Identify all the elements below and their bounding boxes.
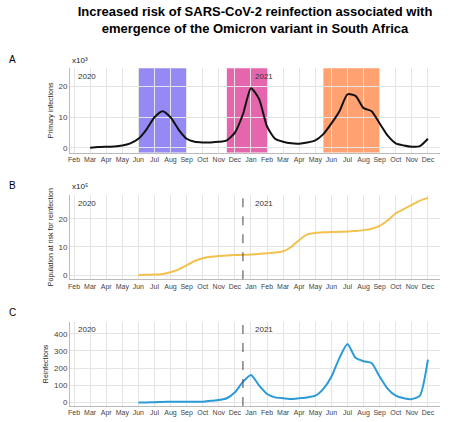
svg-text:2020: 2020 bbox=[78, 72, 96, 81]
svg-text:May: May bbox=[309, 409, 323, 417]
svg-text:Aug: Aug bbox=[357, 283, 370, 291]
svg-text:May: May bbox=[116, 283, 130, 291]
svg-text:Jun: Jun bbox=[133, 409, 144, 416]
svg-text:Jan: Jan bbox=[245, 283, 256, 290]
svg-text:10: 10 bbox=[58, 243, 67, 252]
svg-text:Apr: Apr bbox=[101, 283, 113, 291]
svg-text:Aug: Aug bbox=[164, 156, 177, 164]
svg-text:20: 20 bbox=[58, 215, 67, 224]
svg-text:2021: 2021 bbox=[255, 325, 273, 334]
svg-text:Jul: Jul bbox=[343, 156, 352, 163]
svg-text:Jan: Jan bbox=[245, 156, 256, 163]
svg-text:Oct: Oct bbox=[197, 283, 208, 290]
svg-text:Apr: Apr bbox=[294, 156, 306, 164]
svg-text:B: B bbox=[9, 180, 16, 191]
svg-text:2021: 2021 bbox=[255, 72, 273, 81]
svg-text:Jun: Jun bbox=[133, 283, 144, 290]
svg-text:Jun: Jun bbox=[326, 409, 337, 416]
svg-text:Oct: Oct bbox=[390, 283, 401, 290]
svg-text:Dec: Dec bbox=[422, 409, 435, 416]
svg-text:Sep: Sep bbox=[180, 156, 193, 164]
svg-text:Mar: Mar bbox=[277, 156, 290, 163]
svg-text:Apr: Apr bbox=[294, 283, 306, 291]
svg-text:Oct: Oct bbox=[197, 156, 208, 163]
svg-text:Jun: Jun bbox=[326, 156, 337, 163]
svg-text:A: A bbox=[9, 54, 16, 65]
svg-text:2021: 2021 bbox=[255, 199, 273, 208]
svg-text:200: 200 bbox=[54, 364, 68, 373]
svg-text:Jun: Jun bbox=[326, 283, 337, 290]
svg-text:2020: 2020 bbox=[78, 199, 96, 208]
svg-text:x10³: x10³ bbox=[72, 56, 88, 65]
svg-text:Mar: Mar bbox=[84, 283, 97, 290]
svg-text:Oct: Oct bbox=[390, 409, 401, 416]
svg-text:Feb: Feb bbox=[261, 409, 273, 416]
svg-text:May: May bbox=[309, 283, 323, 291]
svg-text:Sep: Sep bbox=[373, 409, 386, 417]
svg-text:Feb: Feb bbox=[68, 156, 80, 163]
svg-text:400: 400 bbox=[54, 330, 68, 339]
svg-text:0: 0 bbox=[63, 271, 68, 280]
svg-text:Reinfections: Reinfections bbox=[42, 344, 49, 383]
svg-text:Aug: Aug bbox=[357, 409, 370, 417]
svg-text:Sep: Sep bbox=[373, 156, 386, 164]
svg-text:Nov: Nov bbox=[406, 409, 419, 416]
svg-text:C: C bbox=[9, 307, 16, 318]
svg-text:Dec: Dec bbox=[229, 409, 242, 416]
svg-text:Sep: Sep bbox=[180, 283, 193, 291]
svg-text:May: May bbox=[116, 156, 130, 164]
svg-text:Dec: Dec bbox=[229, 156, 242, 163]
svg-text:0: 0 bbox=[63, 398, 68, 407]
svg-text:Sep: Sep bbox=[373, 283, 386, 291]
svg-text:Dec: Dec bbox=[422, 156, 435, 163]
svg-text:Nov: Nov bbox=[406, 283, 419, 290]
svg-text:Nov: Nov bbox=[213, 156, 226, 163]
svg-text:Feb: Feb bbox=[261, 283, 273, 290]
svg-text:Nov: Nov bbox=[213, 409, 226, 416]
svg-text:Nov: Nov bbox=[406, 156, 419, 163]
svg-text:Apr: Apr bbox=[294, 409, 306, 417]
svg-text:Oct: Oct bbox=[390, 156, 401, 163]
svg-text:Feb: Feb bbox=[261, 156, 273, 163]
svg-text:Jul: Jul bbox=[343, 409, 352, 416]
svg-text:10: 10 bbox=[58, 113, 67, 122]
svg-text:Aug: Aug bbox=[357, 156, 370, 164]
svg-text:Dec: Dec bbox=[422, 283, 435, 290]
svg-text:Jul: Jul bbox=[150, 156, 159, 163]
svg-text:Increased risk of SARS-CoV-2 r: Increased risk of SARS-CoV-2 reinfection… bbox=[78, 4, 433, 36]
svg-text:Mar: Mar bbox=[84, 409, 97, 416]
svg-text:Sep: Sep bbox=[180, 409, 193, 417]
svg-text:Aug: Aug bbox=[164, 409, 177, 417]
svg-text:Nov: Nov bbox=[213, 283, 226, 290]
svg-text:Oct: Oct bbox=[197, 409, 208, 416]
svg-text:Mar: Mar bbox=[277, 409, 290, 416]
svg-text:Jul: Jul bbox=[343, 283, 352, 290]
svg-text:2020: 2020 bbox=[78, 325, 96, 334]
svg-text:Aug: Aug bbox=[164, 283, 177, 291]
svg-text:300: 300 bbox=[54, 347, 68, 356]
svg-text:100: 100 bbox=[54, 381, 68, 390]
svg-text:Population at risk for reinfec: Population at risk for reinfection bbox=[47, 188, 55, 286]
svg-text:Jul: Jul bbox=[150, 283, 159, 290]
svg-text:May: May bbox=[116, 409, 130, 417]
svg-text:x10⁵: x10⁵ bbox=[72, 182, 88, 191]
svg-text:Feb: Feb bbox=[68, 283, 80, 290]
svg-text:Primary infections: Primary infections bbox=[47, 82, 55, 138]
svg-text:Mar: Mar bbox=[277, 283, 290, 290]
svg-text:Dec: Dec bbox=[229, 283, 242, 290]
svg-text:Jun: Jun bbox=[133, 156, 144, 163]
svg-text:Jul: Jul bbox=[150, 409, 159, 416]
svg-text:Apr: Apr bbox=[101, 156, 113, 164]
svg-text:0: 0 bbox=[63, 144, 68, 153]
svg-text:Apr: Apr bbox=[101, 409, 113, 417]
svg-text:May: May bbox=[309, 156, 323, 164]
svg-text:Jan: Jan bbox=[245, 409, 256, 416]
svg-text:20: 20 bbox=[58, 82, 67, 91]
svg-text:Feb: Feb bbox=[68, 409, 80, 416]
svg-text:Mar: Mar bbox=[84, 156, 97, 163]
